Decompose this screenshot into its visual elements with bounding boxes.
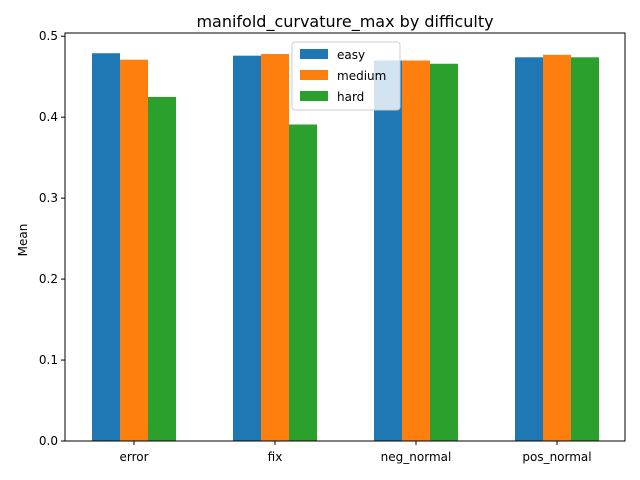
legend-label-easy: easy <box>337 48 365 62</box>
bar-easy-error <box>92 53 120 442</box>
y-tick-label: 0.4 <box>39 110 58 124</box>
legend-swatch-medium <box>300 70 328 80</box>
y-ticks-group: 0.0 0.1 0.2 0.3 0.4 0.5 <box>39 29 65 448</box>
bar-hard-pos_normal <box>571 57 599 441</box>
y-axis-label: Mean <box>16 224 30 257</box>
x-tick-label: neg_normal <box>381 450 452 464</box>
plot-frame <box>64 32 626 442</box>
legend: easy medium hard <box>291 41 401 111</box>
legend-swatch-easy <box>300 49 328 59</box>
x-ticks-group: error fix neg_normal pos_normal <box>119 441 592 464</box>
chart-title: manifold_curvature_max by difficulty <box>196 12 493 32</box>
x-tick-label: error <box>119 450 148 464</box>
bar-hard-neg_normal <box>430 63 458 441</box>
bar-hard-fix <box>289 124 317 441</box>
legend-label-medium: medium <box>337 69 386 83</box>
legend-swatch-hard <box>300 91 328 101</box>
y-tick-label: 0.0 <box>39 434 58 448</box>
bar-easy-fix <box>233 55 261 442</box>
bar-medium-neg_normal <box>402 60 430 442</box>
y-tick-label: 0.2 <box>39 272 58 286</box>
bar-medium-error <box>120 59 148 442</box>
y-tick-label: 0.5 <box>39 29 58 43</box>
y-tick-label: 0.3 <box>39 191 58 205</box>
bar-medium-pos_normal <box>543 54 571 442</box>
x-tick-label: pos_normal <box>522 450 591 464</box>
bar-easy-neg_normal <box>374 60 402 442</box>
y-tick-label: 0.1 <box>39 353 58 367</box>
bar-easy-pos_normal <box>515 57 543 441</box>
bar-medium-fix <box>261 54 289 442</box>
bar-hard-error <box>148 96 176 441</box>
legend-label-hard: hard <box>337 90 364 104</box>
bars-group <box>92 53 599 442</box>
x-tick-label: fix <box>268 450 283 464</box>
